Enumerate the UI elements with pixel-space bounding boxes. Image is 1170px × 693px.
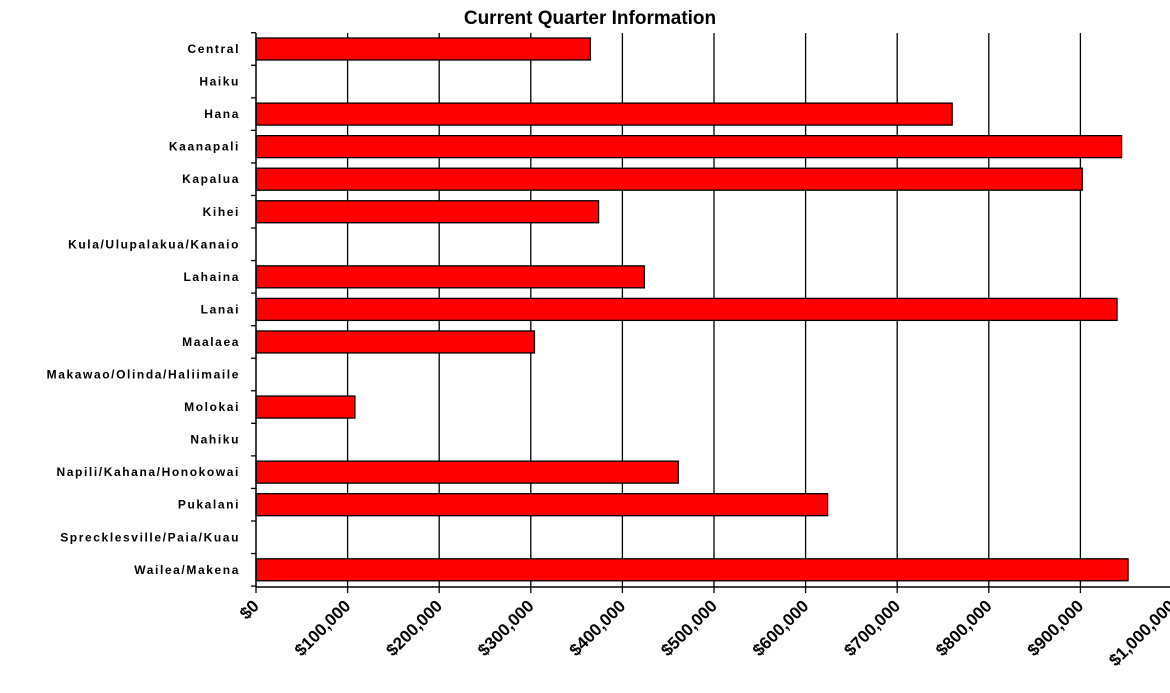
- category-label: Kula/Ulupalakua/Kanaio: [68, 237, 240, 251]
- x-tick-label: $1,000,000: [1105, 596, 1170, 670]
- x-tick-label: $200,000: [382, 596, 446, 660]
- bar-lahaina: [255, 265, 646, 289]
- bar-kihei: [255, 200, 600, 224]
- x-tick-label: $800,000: [932, 596, 996, 660]
- category-label: Kapalua: [182, 172, 240, 186]
- category-label: Lanai: [201, 302, 240, 316]
- chart-title: Current Quarter Information: [464, 8, 716, 29]
- bar-maalaea: [255, 330, 536, 354]
- bar-molokai: [255, 395, 356, 419]
- x-tick-label: $300,000: [474, 596, 538, 660]
- category-label: Nahiku: [190, 433, 240, 447]
- category-label: Molokai: [184, 400, 240, 414]
- bar-kaanapali: [255, 134, 1123, 159]
- bar-lanai: [255, 297, 1118, 322]
- category-label: Haiku: [199, 75, 240, 89]
- x-tick-label: $0: [236, 596, 263, 623]
- category-labels: Central Haiku Hana Kaanapali Kapalua Kihei Kul…: [47, 42, 241, 577]
- axes: [251, 32, 1170, 593]
- bars: [255, 37, 1129, 582]
- bar-wailea-makena: [255, 558, 1129, 582]
- x-tick-labels: $0 $100,000 $200,000 $300,000 $400,000 $500,0…: [236, 596, 1170, 670]
- category-label: Hana: [204, 107, 240, 121]
- x-tick-label: $700,000: [840, 596, 904, 660]
- category-label: Central: [187, 42, 240, 56]
- bar-napili-kahana-honokowai: [255, 460, 679, 484]
- x-tick-label: $100,000: [291, 596, 355, 660]
- bar-pukalani: [255, 493, 829, 517]
- category-label: Maalaea: [182, 335, 240, 349]
- bar-central: [255, 37, 591, 61]
- category-label: Sprecklesville/Paia/Kuau: [60, 530, 240, 544]
- category-label: Kihei: [203, 205, 240, 219]
- category-label: Wailea/Makena: [134, 563, 240, 577]
- category-label: Kaanapali: [169, 140, 240, 154]
- x-tick-label: $500,000: [657, 596, 721, 660]
- x-tick-label: $600,000: [749, 596, 813, 660]
- bar-hana: [255, 102, 953, 126]
- x-tick-label: $900,000: [1024, 596, 1088, 660]
- category-label: Lahaina: [183, 270, 240, 284]
- bar-kapalua: [255, 167, 1083, 191]
- category-label: Napili/Kahana/Honokowai: [57, 465, 241, 479]
- category-label: Makawao/Olinda/Haliimaile: [47, 368, 240, 382]
- x-tick-label: $400,000: [566, 596, 630, 660]
- category-label: Pukalani: [178, 498, 240, 512]
